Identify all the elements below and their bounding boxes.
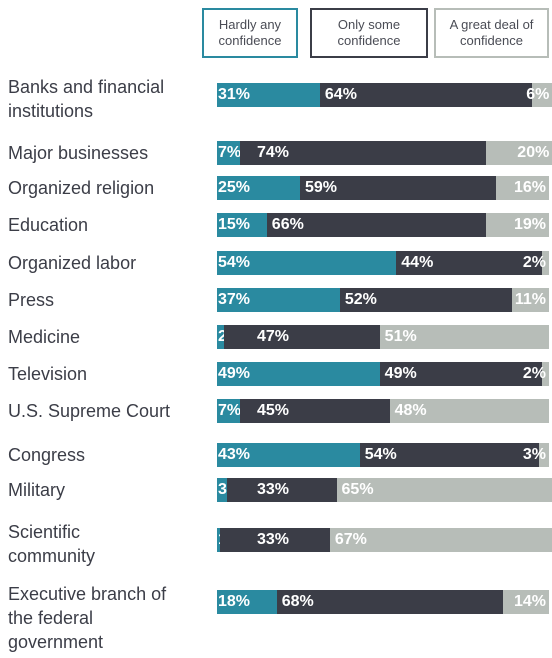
bar-segment bbox=[542, 251, 549, 275]
category-label: Banks and financial institutions bbox=[8, 77, 165, 121]
value-label: 74% bbox=[257, 144, 290, 161]
bar-segment bbox=[217, 362, 380, 386]
bar-segment bbox=[217, 528, 221, 552]
value-label: 66% bbox=[271, 216, 304, 233]
bar-segment bbox=[217, 478, 227, 502]
bar-segment bbox=[226, 478, 337, 502]
value-label: 54% bbox=[364, 446, 397, 463]
bar-segment bbox=[532, 83, 552, 107]
value-label: 33% bbox=[257, 531, 290, 548]
value-label: 67% bbox=[334, 531, 367, 548]
value-label: 7% bbox=[218, 144, 242, 161]
bar-segment bbox=[485, 213, 549, 237]
bar-segment bbox=[542, 362, 549, 386]
bar-segment bbox=[539, 443, 549, 467]
bar-segment bbox=[329, 528, 552, 552]
bar-segment bbox=[220, 528, 330, 552]
bar-segment bbox=[389, 399, 549, 423]
value-label: 64% bbox=[324, 86, 357, 103]
value-label: 43% bbox=[218, 446, 251, 463]
value-label: 49% bbox=[384, 365, 417, 382]
value-label: 2% bbox=[522, 254, 546, 271]
bar-segment bbox=[217, 213, 267, 237]
category-label: Medicine bbox=[8, 327, 81, 347]
bar-segment bbox=[319, 83, 533, 107]
bar-segment bbox=[217, 251, 397, 275]
value-label: 18% bbox=[218, 593, 251, 610]
category-label: Major businesses bbox=[8, 143, 149, 163]
bar-segment bbox=[495, 176, 549, 200]
bar-segment bbox=[240, 141, 486, 165]
value-label: 52% bbox=[344, 291, 377, 308]
legend-entry: Only some confidence bbox=[310, 8, 428, 58]
bar-segment bbox=[359, 443, 540, 467]
bar-segment bbox=[217, 176, 300, 200]
bar-segment bbox=[217, 443, 360, 467]
bar-segment bbox=[379, 362, 543, 386]
value-label: 31% bbox=[218, 86, 251, 103]
value-label: 3% bbox=[522, 446, 546, 463]
value-label: 16% bbox=[513, 179, 546, 196]
category-label: Education bbox=[8, 215, 89, 235]
bar-segment bbox=[276, 590, 503, 614]
bar-segment bbox=[339, 288, 513, 312]
value-label: 44% bbox=[401, 254, 434, 271]
value-label: 7% bbox=[218, 402, 242, 419]
bar-segment bbox=[336, 478, 552, 502]
bar-segment bbox=[217, 399, 241, 423]
legend-entry: Hardly any confidence bbox=[202, 8, 298, 58]
bar-segment bbox=[217, 288, 340, 312]
category-label: Organized religion bbox=[8, 178, 155, 198]
legend-entry: A great deal of confidence bbox=[434, 8, 549, 58]
bar-segment bbox=[379, 325, 549, 349]
value-label: 19% bbox=[513, 216, 546, 233]
value-label: 20% bbox=[517, 144, 550, 161]
bar-segment bbox=[217, 590, 277, 614]
bar-segment bbox=[485, 141, 552, 165]
category-label: Congress bbox=[8, 445, 86, 465]
value-label: 25% bbox=[218, 179, 251, 196]
category-label: U.S. Supreme Court bbox=[8, 401, 171, 421]
value-label: 45% bbox=[257, 402, 290, 419]
value-label: 6% bbox=[526, 86, 550, 103]
value-label: 54% bbox=[218, 254, 251, 271]
value-label: 33% bbox=[257, 481, 290, 498]
category-label: Television bbox=[8, 364, 88, 384]
bar-segment bbox=[223, 325, 380, 349]
value-label: 65% bbox=[341, 481, 374, 498]
value-label: 47% bbox=[257, 328, 290, 345]
category-label: Scientific community bbox=[8, 522, 96, 566]
value-label: 48% bbox=[394, 402, 427, 419]
bar-segment bbox=[217, 83, 320, 107]
value-label: 68% bbox=[281, 593, 314, 610]
value-label: 11% bbox=[514, 291, 546, 308]
bar-segment bbox=[502, 590, 549, 614]
category-label: Military bbox=[8, 480, 65, 500]
bar-segment bbox=[266, 213, 486, 237]
bar-segment bbox=[217, 141, 241, 165]
category-label: Organized labor bbox=[8, 253, 137, 273]
category-label: Executive branch of the federal governme… bbox=[8, 584, 167, 652]
bar-segment bbox=[396, 251, 543, 275]
bar-segment bbox=[217, 325, 224, 349]
value-label: 2% bbox=[522, 365, 546, 382]
bar-segment bbox=[512, 288, 549, 312]
value-label: 51% bbox=[384, 328, 417, 345]
bar-segment bbox=[300, 176, 496, 200]
value-label: 15% bbox=[218, 216, 251, 233]
bar-segment bbox=[240, 399, 390, 423]
category-label: Press bbox=[8, 290, 55, 310]
value-label: 37% bbox=[218, 291, 251, 308]
value-label: 59% bbox=[305, 179, 338, 196]
value-label: 14% bbox=[513, 593, 546, 610]
value-label: 49% bbox=[218, 365, 251, 382]
